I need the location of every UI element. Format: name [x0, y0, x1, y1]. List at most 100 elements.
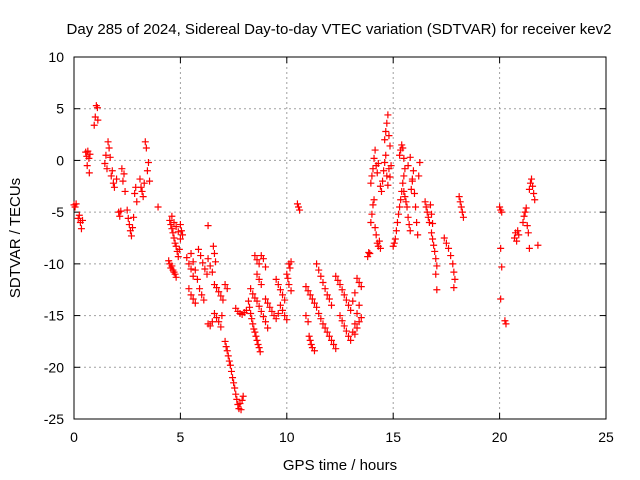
data-point — [395, 210, 403, 218]
data-point — [525, 244, 533, 252]
data-point — [249, 320, 257, 328]
data-point — [185, 260, 193, 268]
data-point — [101, 160, 109, 168]
data-point — [357, 314, 365, 322]
data-point — [383, 119, 391, 127]
data-point — [253, 270, 261, 278]
data-point — [528, 175, 536, 183]
data-point — [338, 317, 346, 325]
data-point — [119, 177, 127, 185]
data-point — [233, 395, 241, 403]
data-point — [396, 151, 404, 159]
data-point — [221, 281, 229, 289]
data-point — [266, 303, 274, 311]
data-point — [187, 265, 195, 273]
data-point — [213, 284, 221, 292]
data-point — [406, 153, 414, 161]
data-point — [368, 210, 376, 218]
data-point — [445, 244, 453, 252]
data-point — [286, 264, 294, 272]
data-point — [399, 179, 407, 187]
data-point — [412, 203, 420, 211]
data-point — [433, 286, 441, 294]
data-point — [334, 276, 342, 284]
data-point — [206, 322, 214, 330]
data-point — [379, 177, 387, 185]
data-point — [386, 173, 394, 181]
data-point — [279, 291, 287, 299]
data-point — [251, 252, 259, 260]
data-point — [247, 310, 255, 318]
data-point — [283, 270, 291, 278]
y-axis-label: SDTVAR / TECUs — [7, 178, 24, 298]
data-point — [276, 301, 284, 309]
data-point — [450, 268, 458, 276]
data-point — [203, 270, 211, 278]
data-point — [369, 165, 377, 173]
data-point — [250, 325, 258, 333]
data-point — [72, 200, 80, 208]
data-point — [376, 182, 384, 190]
data-point — [225, 357, 233, 365]
data-point — [426, 201, 434, 209]
data-point — [529, 182, 537, 190]
data-point — [136, 175, 144, 183]
data-point — [259, 313, 267, 321]
data-point — [498, 208, 506, 216]
data-point — [206, 262, 214, 270]
data-point — [138, 187, 146, 195]
data-point — [224, 352, 232, 360]
data-point — [223, 285, 231, 293]
data-point — [217, 323, 225, 331]
y-tick-label: -20 — [44, 359, 64, 375]
y-tick-label: -5 — [52, 204, 65, 220]
data-point — [274, 281, 282, 289]
data-point — [256, 348, 264, 356]
data-point — [244, 297, 252, 305]
data-point — [389, 242, 397, 250]
data-point — [351, 320, 359, 328]
data-point — [187, 291, 195, 299]
data-point — [372, 231, 380, 239]
data-point — [144, 158, 152, 166]
data-point — [295, 203, 303, 211]
data-point — [307, 341, 315, 349]
data-point — [239, 392, 247, 400]
data-point — [254, 341, 262, 349]
data-point — [323, 291, 331, 299]
data-point — [340, 322, 348, 330]
data-point — [422, 203, 430, 211]
data-point — [293, 200, 301, 208]
data-point — [498, 263, 506, 271]
data-point — [272, 315, 280, 323]
data-point — [530, 190, 538, 198]
data-point — [198, 291, 206, 299]
data-point — [199, 259, 207, 267]
data-point — [421, 198, 429, 206]
data-point — [83, 162, 91, 170]
data-series-sdtvar — [70, 102, 542, 414]
data-point — [110, 183, 118, 191]
data-point — [405, 221, 413, 229]
data-point — [281, 296, 289, 304]
data-point — [264, 324, 272, 332]
data-point — [345, 332, 353, 340]
data-point — [168, 225, 176, 233]
data-point — [232, 390, 240, 398]
data-point — [141, 138, 149, 146]
data-point — [449, 260, 457, 268]
data-point — [403, 203, 411, 211]
data-point — [209, 242, 217, 250]
data-point — [200, 296, 208, 304]
data-point — [327, 336, 335, 344]
data-point — [319, 278, 327, 286]
data-point — [102, 151, 110, 159]
data-point — [415, 172, 423, 180]
data-point — [459, 213, 467, 221]
data-point — [520, 212, 528, 220]
data-point — [284, 274, 292, 282]
data-point — [355, 318, 363, 326]
data-point — [416, 158, 424, 166]
data-point — [393, 218, 401, 226]
data-point — [384, 181, 392, 189]
